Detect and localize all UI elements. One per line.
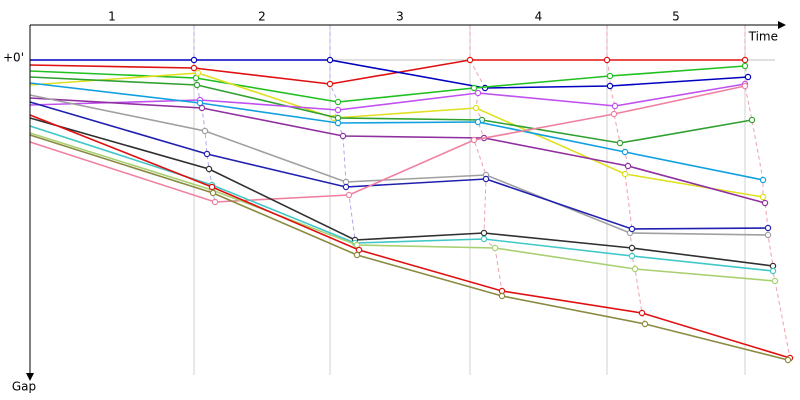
series-line (29, 132, 776, 282)
series-line (30, 59, 749, 89)
point (761, 199, 769, 207)
point (334, 106, 342, 114)
point (339, 132, 347, 140)
lap-label: 5 (672, 10, 680, 24)
point (190, 56, 198, 64)
lap-label: 3 (396, 10, 404, 24)
point (764, 224, 772, 232)
point (628, 244, 636, 252)
y-axis-label: Gap (12, 380, 36, 394)
point (631, 265, 639, 273)
point (764, 231, 772, 239)
point (334, 98, 342, 106)
point (470, 136, 478, 144)
point (624, 162, 632, 170)
series-line (29, 76, 753, 144)
lap-crossing-line (193, 25, 216, 203)
point (480, 235, 488, 243)
point (610, 110, 618, 118)
series-line (29, 82, 764, 181)
point (638, 309, 646, 317)
point (326, 56, 334, 64)
point (744, 73, 752, 81)
point (621, 170, 629, 178)
point (759, 193, 767, 201)
point (209, 189, 217, 197)
series-line (29, 72, 764, 198)
point (748, 116, 756, 124)
point (198, 104, 206, 112)
lap-crossing-line (606, 25, 646, 325)
point (208, 183, 216, 191)
point (641, 320, 649, 328)
point (205, 165, 213, 173)
point (482, 175, 490, 183)
point (211, 198, 219, 206)
point (741, 62, 749, 70)
point (611, 102, 619, 110)
x-axis-arrow (778, 21, 786, 29)
series-line (29, 125, 774, 272)
point (472, 104, 480, 112)
point (334, 119, 342, 127)
point (345, 191, 353, 199)
point (771, 277, 779, 285)
point (480, 229, 488, 237)
x-axis-label: Time (748, 30, 778, 44)
series-line (29, 94, 769, 236)
point (628, 225, 636, 233)
point (628, 252, 636, 260)
point (193, 81, 201, 89)
series-line (29, 97, 766, 204)
y-axis-arrow (26, 373, 34, 381)
point (190, 64, 198, 72)
lap-label: 2 (258, 10, 266, 24)
point (603, 56, 611, 64)
lap-label: 1 (108, 10, 116, 24)
point (474, 118, 482, 126)
point (491, 244, 499, 252)
point (201, 127, 209, 135)
lap-label: 4 (535, 10, 543, 24)
series-line (29, 83, 746, 111)
series-line (29, 117, 774, 267)
point (741, 56, 749, 64)
lap-crossing-line (744, 25, 791, 361)
point (759, 176, 767, 184)
y-tick-label: +0' (3, 51, 24, 65)
point (470, 84, 478, 92)
point (606, 72, 614, 80)
point (466, 56, 474, 64)
point (326, 80, 334, 88)
series-line (29, 134, 789, 361)
point (606, 82, 614, 90)
point (616, 139, 624, 147)
point (342, 183, 350, 191)
series-line (29, 101, 769, 230)
point (784, 356, 792, 364)
series-line (29, 85, 746, 203)
series-line (29, 65, 746, 103)
series-line (29, 59, 745, 85)
series-line (29, 114, 791, 359)
point (194, 69, 202, 77)
lap-crossing-line (469, 25, 503, 296)
point (741, 82, 749, 90)
point (353, 251, 361, 259)
point (621, 148, 629, 156)
point (498, 292, 506, 300)
point (769, 267, 777, 275)
point (203, 150, 211, 158)
point (474, 89, 482, 97)
